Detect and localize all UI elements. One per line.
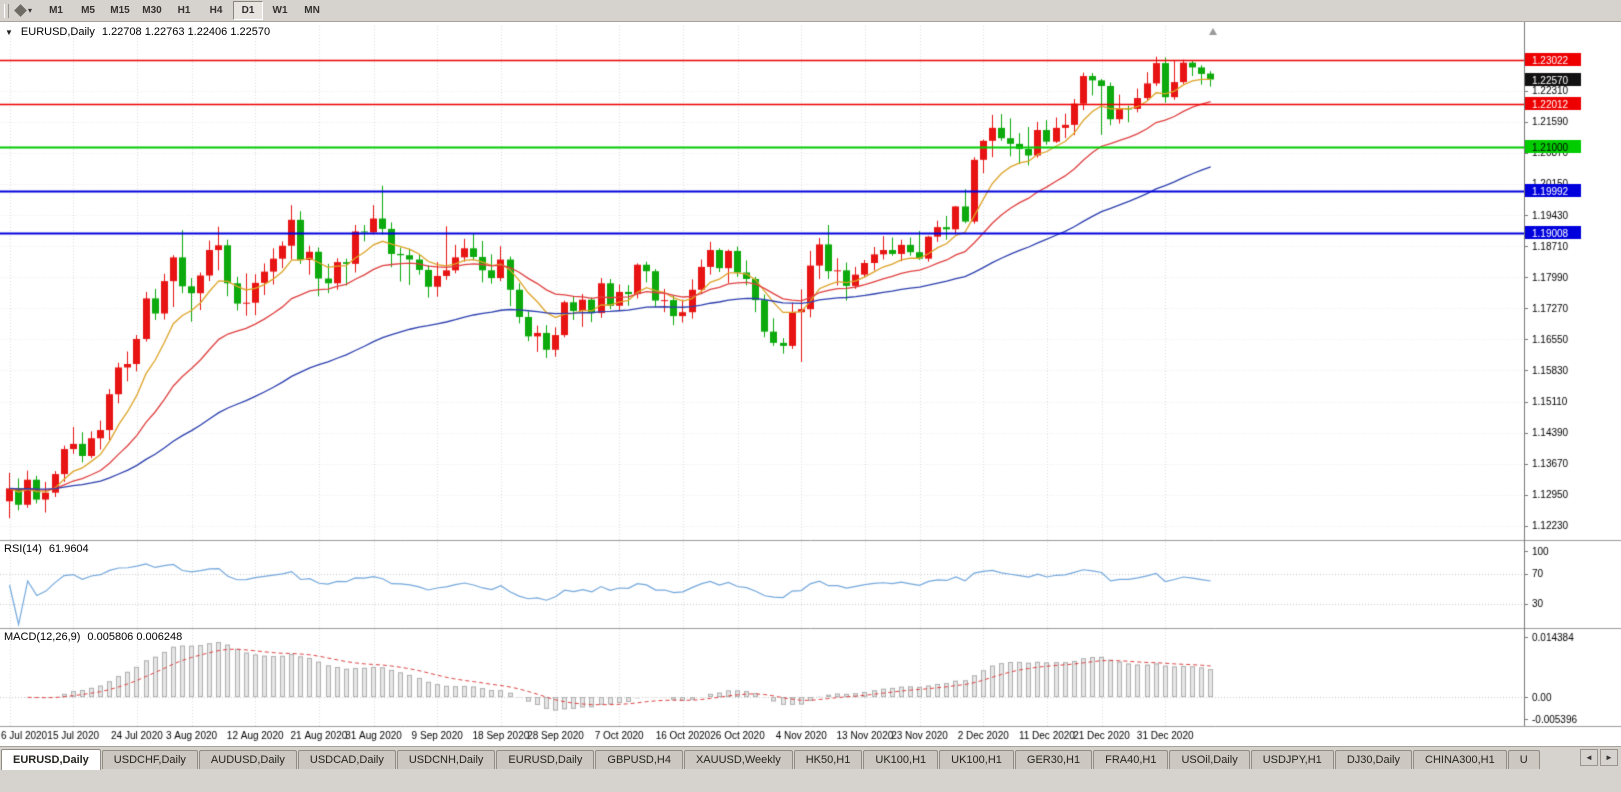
price-chart-canvas[interactable]: [0, 22, 1621, 746]
chart-title: ▼ EURUSD,Daily 1.22708 1.22763 1.22406 1…: [5, 26, 270, 38]
tabs-scroll-right-icon[interactable]: ►: [1600, 749, 1618, 766]
timeframe-button-mn[interactable]: MN: [304, 5, 320, 16]
chart-tab-gbpusd-h4[interactable]: GBPUSD,H4: [595, 750, 683, 769]
chart-tab-china300-h1[interactable]: CHINA300,H1: [1413, 750, 1507, 769]
toolbar-grip[interactable]: [4, 3, 9, 18]
timeframe-button-h4[interactable]: H4: [209, 5, 223, 16]
chart-tab-usdchf-daily[interactable]: USDCHF,Daily: [101, 750, 198, 769]
timeframe-button-m30[interactable]: M30: [142, 5, 162, 16]
chart-tab-xauusd-weekly[interactable]: XAUUSD,Weekly: [683, 750, 793, 769]
timeframes-toolbar: ▾ M1 M5 M15 M30 H1 H4 D1 W1 MN: [0, 0, 1621, 22]
macd-name: MACD(12,26,9): [4, 631, 81, 643]
rsi-name: RSI(14): [4, 543, 42, 555]
tab-scroll-controls: ◄ ►: [1577, 749, 1621, 770]
timeframe-button-d1[interactable]: D1: [233, 1, 264, 20]
chart-tab-audusd-daily[interactable]: AUDUSD,Daily: [198, 750, 297, 769]
chart-tabs: EURUSD,Daily USDCHF,Daily AUDUSD,Daily USDC…: [0, 749, 1577, 770]
chart-symbol-label: EURUSD,Daily: [20, 26, 95, 38]
chart-tab-eurusd-daily[interactable]: EURUSD,Daily: [1, 749, 101, 770]
chart-tab-ger30-h1[interactable]: GER30,H1: [1014, 750, 1093, 769]
chart-tab-u[interactable]: U: [1507, 750, 1540, 769]
chart-tab-usdcnh-daily[interactable]: USDCNH,Daily: [396, 750, 496, 769]
chart-tab-eurusd-daily[interactable]: EURUSD,Daily: [496, 750, 595, 769]
rsi-value: 61.9604: [48, 543, 89, 555]
rsi-indicator-label: RSI(14) 61.9604: [4, 543, 89, 555]
chart-tab-hk50-h1[interactable]: HK50,H1: [793, 750, 863, 769]
chart-tab-usdcad-daily[interactable]: USDCAD,Daily: [297, 750, 396, 769]
chart-window: ▼ EURUSD,Daily 1.22708 1.22763 1.22406 1…: [0, 22, 1621, 746]
timeframe-button-m15[interactable]: M15: [110, 5, 130, 16]
timeframe-button-h1[interactable]: H1: [177, 5, 191, 16]
timeframe-button-m5[interactable]: M5: [81, 5, 95, 16]
chart-tab-usoil-daily[interactable]: USOil,Daily: [1169, 750, 1250, 769]
collapse-indicator-icon[interactable]: ▼: [5, 27, 13, 37]
timeframe-button-w1[interactable]: W1: [272, 5, 288, 16]
macd-values: 0.005806 0.006248: [87, 631, 183, 643]
macd-indicator-label: MACD(12,26,9) 0.005806 0.006248: [4, 631, 182, 643]
tabs-scroll-left-icon[interactable]: ◄: [1580, 749, 1598, 766]
chart-tab-usdjpy-h1[interactable]: USDJPY,H1: [1250, 750, 1334, 769]
chevron-down-icon[interactable]: ▾: [28, 6, 33, 15]
charts-menu-icon[interactable]: [14, 4, 27, 17]
chart-tabs-bar: EURUSD,Daily USDCHF,Daily AUDUSD,Daily USDC…: [0, 746, 1621, 770]
chart-ohlc-values: 1.22708 1.22763 1.22406 1.22570: [101, 26, 271, 38]
chart-tab-dj30-daily[interactable]: DJ30,Daily: [1334, 750, 1412, 769]
timeframe-button-group: M1 M5 M15 M30 H1 H4 D1 W1 MN: [40, 1, 328, 20]
timeframe-button-m1[interactable]: M1: [49, 5, 63, 16]
chart-tab-fra40-h1[interactable]: FRA40,H1: [1093, 750, 1169, 769]
chart-tab-uk100-h1[interactable]: UK100,H1: [863, 750, 939, 769]
chart-tab-uk100-h1[interactable]: UK100,H1: [939, 750, 1014, 769]
